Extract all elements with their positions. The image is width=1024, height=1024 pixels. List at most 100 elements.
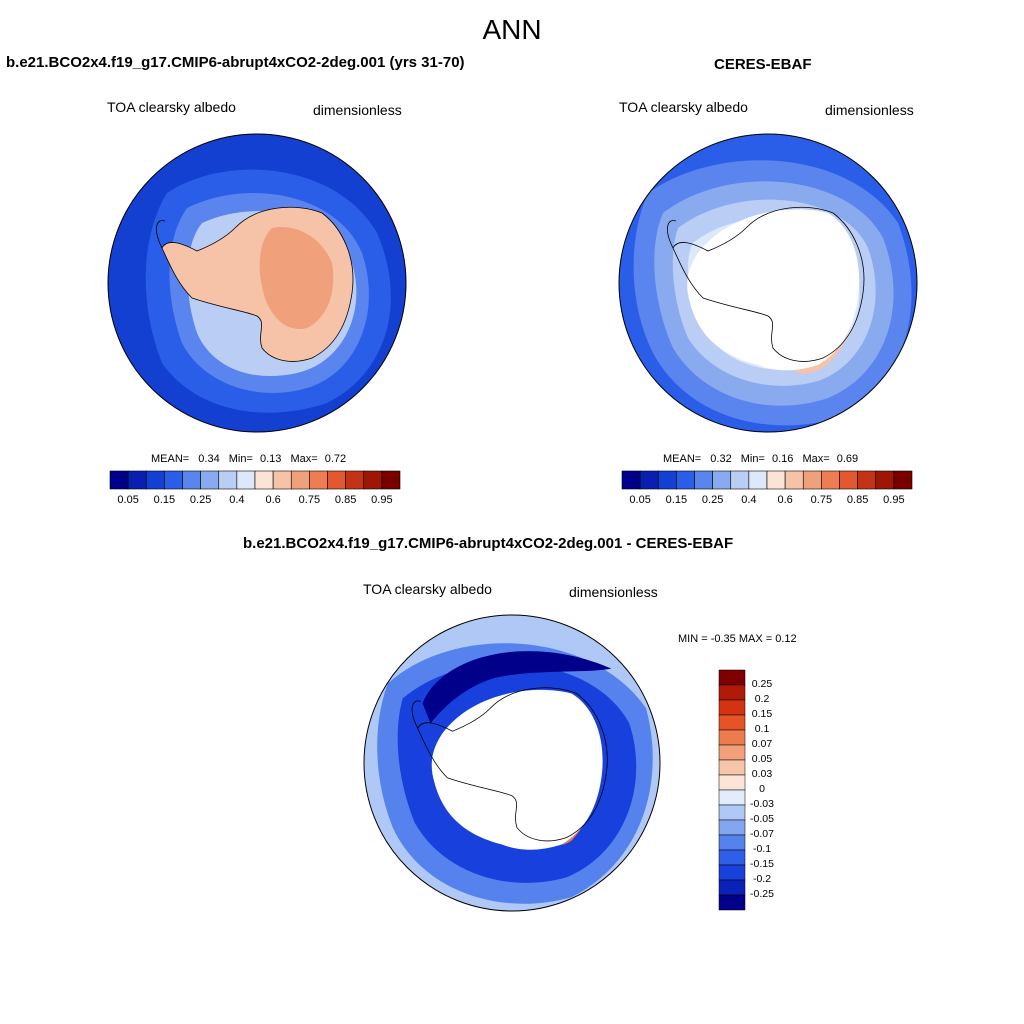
mean-label: MEAN= [151,453,190,465]
colorbar-tick-label: -0.15 [750,858,774,870]
panel2-colorbar-ticks: 0.05 0.15 0.25 0.4 0.6 0.75 0.85 0.95 [622,494,912,508]
colorbar-swatch [718,714,746,731]
max-label: Max= [290,453,318,465]
max-label: Max= [802,453,830,465]
colorbar-tick-label: 0.1 [754,723,770,735]
colorbar-tick-label: 0.75 [810,494,833,506]
min-value: 0.16 [771,453,794,465]
colorbar-swatch [712,470,732,490]
colorbar-swatch [309,470,328,490]
colorbar-swatch [718,744,746,761]
colorbar-swatch [290,470,310,490]
colorbar-swatch [784,470,804,490]
colorbar-tick-label: 0.4 [229,494,245,506]
panel1-colorbar [109,470,401,490]
colorbar-swatch [718,879,746,896]
panel2-header: CERES-EBAF [714,56,812,73]
colorbar-tick-label: 0.2 [754,693,770,705]
colorbar-swatch [821,470,840,490]
colorbar-swatch [875,470,895,490]
colorbar-swatch [639,470,659,490]
colorbar-swatch [718,759,746,776]
panel2-colorbar [621,470,913,490]
panel1-colorbar-ticks: 0.05 0.15 0.25 0.4 0.6 0.75 0.85 0.95 [110,494,400,508]
colorbar-tick-label: 0.85 [846,494,869,506]
colorbar-tick-label: 0.05 [117,494,139,506]
colorbar-swatch [127,470,147,490]
colorbar-tick-label: 0 [759,783,765,795]
colorbar-tick-label: 0.6 [265,494,281,506]
colorbar-swatch [718,834,746,851]
colorbar-swatch [766,470,786,490]
colorbar-swatch [839,470,858,490]
colorbar-swatch [718,699,746,716]
colorbar-tick-label: 0.25 [701,494,724,506]
panel1-variable-label: TOA clearsky albedo [107,99,236,115]
colorbar-tick-label: 0.25 [189,494,212,506]
colorbar-tick-label: 0.95 [371,494,393,506]
panel2-variable-label: TOA clearsky albedo [619,99,748,115]
colorbar-swatch [218,470,238,490]
panel1-units-label: dimensionless [313,102,402,118]
min-label: Min= [228,453,253,465]
panel1-stats: MEAN= 0.34 Min= 0.13 Max= 0.72 [151,453,346,465]
colorbar-swatch [236,470,256,490]
colorbar-swatch [621,470,641,490]
colorbar-swatch [381,470,401,490]
colorbar-swatch [363,470,383,490]
colorbar-tick-label: 0.03 [751,768,773,780]
colorbar-swatch [694,470,713,490]
colorbar-swatch [718,789,746,806]
diff-variable-label: TOA clearsky albedo [363,581,492,597]
colorbar-tick-label: 0.75 [298,494,321,506]
colorbar-tick-label: -0.07 [750,828,774,840]
mean-value: 0.32 [710,453,732,465]
diff-colorbar [718,669,746,911]
panel2-units-label: dimensionless [825,102,914,118]
colorbar-swatch [802,470,822,490]
colorbar-tick-label: -0.03 [750,798,774,810]
colorbar-swatch [200,470,220,490]
diff-colorbar-ticks: 0.25 0.2 0.15 0.1 0.07 0.05 0.03 0 -0.03 -0.05 -0.… [750,670,810,910]
colorbar-swatch [327,470,346,490]
mean-label: MEAN= [663,453,702,465]
colorbar-swatch [718,804,746,821]
min-value: 0.13 [259,453,282,465]
colorbar-swatch [718,774,746,791]
colorbar-swatch [718,684,746,701]
colorbar-swatch [730,470,750,490]
colorbar-tick-label: 0.25 [751,678,773,690]
colorbar-swatch [254,470,274,490]
colorbar-tick-label: -0.25 [750,888,774,900]
colorbar-tick-label: 0.05 [629,494,651,506]
colorbar-swatch [145,470,165,490]
colorbar-swatch [718,894,746,911]
diff-units-label: dimensionless [569,584,658,600]
colorbar-swatch [893,470,913,490]
colorbar-swatch [676,470,695,490]
colorbar-swatch [718,669,746,686]
colorbar-swatch [657,470,677,490]
colorbar-swatch [345,470,365,490]
colorbar-tick-label: 0.05 [751,753,773,765]
colorbar-tick-label: -0.05 [750,813,774,825]
max-value: 0.69 [836,453,859,465]
colorbar-swatch [718,864,746,881]
panel2-map [618,133,918,433]
colorbar-tick-label: 0.4 [741,494,757,506]
colorbar-tick-label: 0.85 [334,494,357,506]
mean-value: 0.34 [198,453,220,465]
colorbar-swatch [748,470,768,490]
max-value: 0.72 [324,453,347,465]
min-label: Min= [740,453,765,465]
colorbar-swatch [718,819,746,836]
colorbar-swatch [718,729,746,746]
colorbar-swatch [857,470,877,490]
figure-title: ANN [482,14,542,45]
panel2-stats: MEAN= 0.32 Min= 0.16 Max= 0.69 [663,453,858,465]
panel1-map [107,133,407,433]
diff-minmax: MIN = -0.35 MAX = 0.12 [678,633,797,645]
colorbar-swatch [718,849,746,866]
colorbar-tick-label: -0.1 [752,843,772,855]
diff-header: b.e21.BCO2x4.f19_g17.CMIP6-abrupt4xCO2-2… [243,535,734,552]
